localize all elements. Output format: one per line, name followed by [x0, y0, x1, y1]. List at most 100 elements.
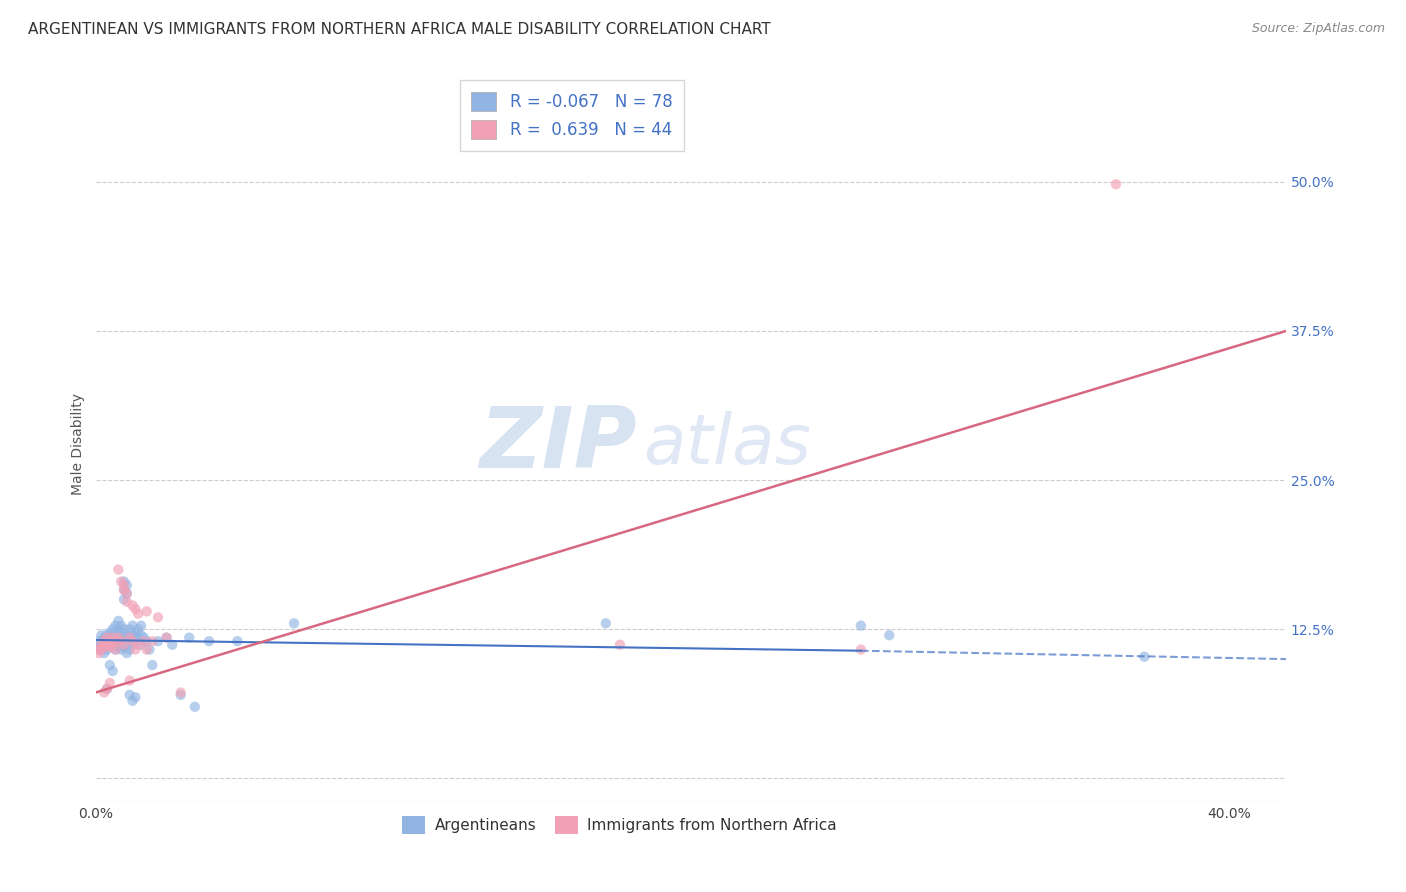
Point [87, 642, 110, 657]
Point [110, 634, 132, 648]
Point [96, 634, 118, 648]
Point [170, 685, 193, 699]
Point [96, 642, 118, 657]
Point [184, 699, 207, 714]
Point [141, 634, 163, 648]
Point [118, 673, 141, 688]
Point [112, 640, 135, 655]
Point [101, 638, 124, 652]
Point [127, 638, 149, 652]
Point [112, 638, 135, 652]
Point [132, 631, 155, 645]
Point [135, 634, 157, 648]
Point [104, 642, 127, 657]
Point [110, 574, 132, 589]
Y-axis label: Male Disability: Male Disability [72, 393, 86, 495]
Point [115, 595, 138, 609]
Text: Source: ZipAtlas.com: Source: ZipAtlas.com [1251, 22, 1385, 36]
Point [132, 634, 155, 648]
Point [101, 622, 124, 636]
Point [118, 642, 141, 657]
Point [115, 646, 138, 660]
Point [129, 618, 152, 632]
Point [138, 642, 160, 657]
Point [101, 664, 124, 678]
Point [87, 646, 110, 660]
Point [93, 631, 115, 645]
Point [112, 574, 135, 589]
Point [104, 625, 127, 640]
Point [121, 599, 143, 613]
Point [226, 634, 249, 648]
Point [104, 618, 127, 632]
Point [98, 638, 121, 652]
Point [112, 622, 135, 636]
Point [124, 642, 146, 657]
Point [198, 634, 221, 648]
Point [90, 638, 112, 652]
Point [101, 631, 124, 645]
Point [104, 634, 127, 648]
Point [160, 638, 183, 652]
Point [107, 631, 129, 645]
Point [1133, 649, 1156, 664]
Point [112, 582, 135, 597]
Point [98, 634, 121, 648]
Point [98, 658, 121, 673]
Point [101, 631, 124, 645]
Point [124, 625, 146, 640]
Point [849, 618, 872, 632]
Point [96, 631, 118, 645]
Point [93, 634, 115, 648]
Point [96, 638, 118, 652]
Text: ARGENTINEAN VS IMMIGRANTS FROM NORTHERN AFRICA MALE DISABILITY CORRELATION CHART: ARGENTINEAN VS IMMIGRANTS FROM NORTHERN … [28, 22, 770, 37]
Point [96, 628, 118, 642]
Point [90, 642, 112, 657]
Point [98, 631, 121, 645]
Point [609, 638, 631, 652]
Point [127, 631, 149, 645]
Point [170, 688, 193, 702]
Point [87, 634, 110, 648]
Point [115, 586, 138, 600]
Point [112, 578, 135, 592]
Point [93, 646, 115, 660]
Point [110, 634, 132, 648]
Point [124, 690, 146, 705]
Point [118, 631, 141, 645]
Point [118, 631, 141, 645]
Point [93, 634, 115, 648]
Point [107, 631, 129, 645]
Text: ZIP: ZIP [479, 403, 637, 486]
Point [146, 610, 169, 624]
Point [87, 640, 110, 655]
Point [90, 638, 112, 652]
Point [146, 634, 169, 648]
Point [98, 676, 121, 690]
Legend: Argentineans, Immigrants from Northern Africa: Argentineans, Immigrants from Northern A… [402, 816, 837, 834]
Point [124, 634, 146, 648]
Point [104, 634, 127, 648]
Point [115, 628, 138, 642]
Point [107, 640, 129, 655]
Point [87, 642, 110, 657]
Point [90, 628, 112, 642]
Point [121, 628, 143, 642]
Point [129, 638, 152, 652]
Point [595, 616, 617, 631]
Point [127, 622, 149, 636]
Point [93, 685, 115, 699]
Point [110, 618, 132, 632]
Text: atlas: atlas [643, 411, 811, 478]
Point [112, 631, 135, 645]
Point [121, 618, 143, 632]
Point [112, 582, 135, 597]
Point [141, 658, 163, 673]
Point [118, 688, 141, 702]
Point [107, 614, 129, 628]
Point [104, 642, 127, 657]
Point [107, 622, 129, 636]
Point [98, 640, 121, 655]
Point [98, 625, 121, 640]
Point [121, 638, 143, 652]
